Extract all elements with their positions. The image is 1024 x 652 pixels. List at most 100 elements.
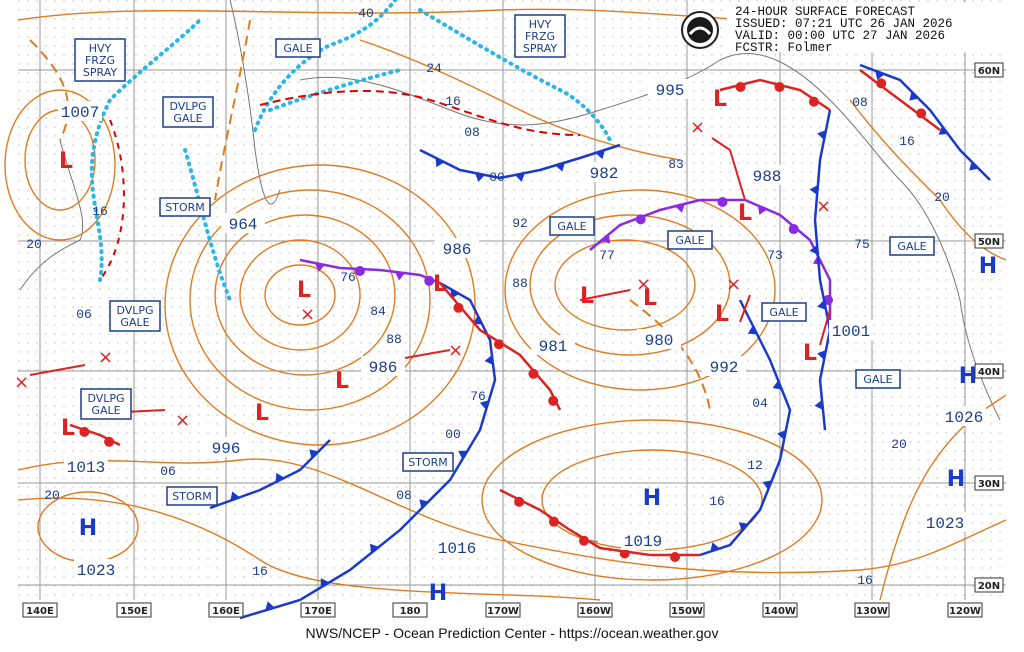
longitude-label: 140E — [26, 606, 54, 617]
front-pip — [735, 81, 746, 92]
isobar-label: 12 — [747, 458, 763, 473]
lat-box — [974, 233, 1004, 249]
isobar-label: 988 — [753, 168, 782, 186]
longitude-label: 180 — [400, 606, 421, 617]
front-pip — [762, 480, 772, 490]
svg-text:×: × — [14, 372, 29, 393]
low-center: L — [738, 201, 752, 226]
isobar-label: 1013 — [67, 459, 105, 477]
front-pip — [809, 185, 818, 195]
latitude-label: 30N — [978, 479, 1000, 490]
warning-box — [402, 452, 454, 472]
isobar-label: 77 — [599, 248, 615, 263]
graticule — [18, 0, 1006, 600]
low-center: L — [580, 284, 594, 309]
front-pip — [472, 315, 483, 325]
front-pip — [515, 173, 525, 182]
ice-edge — [89, 0, 612, 302]
warning-text: HVY — [529, 18, 552, 31]
front-pip — [79, 426, 90, 437]
lon-box — [208, 602, 244, 618]
longitude-label: 170W — [487, 606, 519, 617]
warning-box — [549, 216, 595, 236]
front-pip — [309, 449, 319, 459]
longitude-label: 130W — [856, 606, 888, 617]
front-pip — [424, 275, 435, 286]
high-center: H — [979, 254, 997, 279]
warning-text: DVLPG — [87, 392, 124, 405]
isobar-label: 16 — [709, 494, 725, 509]
warning-text: DVLPG — [169, 100, 206, 113]
warning-text: GALE — [173, 112, 202, 125]
front-pip — [817, 350, 826, 360]
svg-text:×: × — [726, 274, 741, 295]
front-pip — [777, 430, 786, 440]
isobar-label: 980 — [645, 332, 674, 350]
front-line — [813, 109, 832, 431]
front-pip — [916, 108, 927, 119]
latitude-label: 20N — [978, 581, 1000, 592]
longitude-label: 150W — [671, 606, 703, 617]
high-center: H — [959, 364, 977, 389]
svg-text:×: × — [816, 196, 831, 217]
warning-text: HVY — [89, 42, 112, 55]
low-center: L — [335, 369, 349, 394]
warning-text: DVLPG — [116, 304, 153, 317]
isobar-label: 16 — [857, 573, 873, 588]
isobar-label: 88 — [386, 332, 402, 347]
isobar-label: 982 — [590, 165, 619, 183]
isobar-label: 76 — [340, 270, 356, 285]
warning-text: SPRAY — [523, 42, 557, 55]
front-pip — [514, 496, 525, 507]
latitude-label: 40N — [978, 367, 1000, 378]
isobar-label: 986 — [369, 359, 398, 377]
front-pip — [817, 130, 826, 140]
warning-text: GALE — [283, 42, 312, 55]
isobar-label: 06 — [76, 307, 92, 322]
header-line: ISSUED: 07:21 UTC 26 JAN 2026 — [735, 17, 953, 31]
label-bg — [829, 320, 873, 340]
svg-text:×: × — [690, 117, 705, 138]
isobar-label: 20 — [934, 190, 950, 205]
warning-box — [761, 302, 807, 322]
low-center: L — [803, 341, 817, 366]
warning-box — [667, 230, 713, 250]
front-pip — [774, 81, 785, 92]
isobar-label: 1019 — [624, 533, 662, 551]
warning-box — [889, 236, 935, 256]
svg-text:×: × — [175, 410, 190, 431]
isobar-label: 16 — [445, 94, 461, 109]
isobar-label: 08 — [396, 488, 412, 503]
front-pip — [275, 472, 285, 483]
front-pip — [757, 205, 768, 215]
high-center: H — [79, 516, 97, 541]
front-pip — [675, 203, 685, 213]
label-bg — [435, 537, 479, 557]
front-pip — [320, 578, 330, 588]
future-positions: × × × × × × × × × — [14, 117, 831, 431]
warning-text: STORM — [172, 490, 212, 503]
front-pip — [475, 173, 485, 182]
isobar-label: 84 — [370, 304, 386, 319]
front-pip — [635, 214, 646, 225]
header-line: VALID: 00:00 UTC 27 JAN 2026 — [735, 29, 945, 43]
isobars — [4, 8, 1007, 601]
label-bg — [745, 165, 789, 185]
label-bg — [648, 79, 692, 99]
warning-text: GALE — [863, 373, 892, 386]
longitude-label: 150E — [120, 606, 148, 617]
lon-box — [392, 602, 428, 618]
front-pip — [969, 161, 979, 171]
front-pip — [493, 339, 504, 350]
warning-box — [514, 14, 566, 58]
warning-box — [159, 197, 211, 217]
front-pip — [578, 535, 589, 546]
front-line — [699, 299, 792, 557]
isobar-label: 06 — [160, 464, 176, 479]
front-pip — [876, 78, 887, 89]
front-pip — [104, 436, 115, 447]
isobar-label: 986 — [443, 241, 472, 259]
low-tracks — [29, 137, 831, 413]
